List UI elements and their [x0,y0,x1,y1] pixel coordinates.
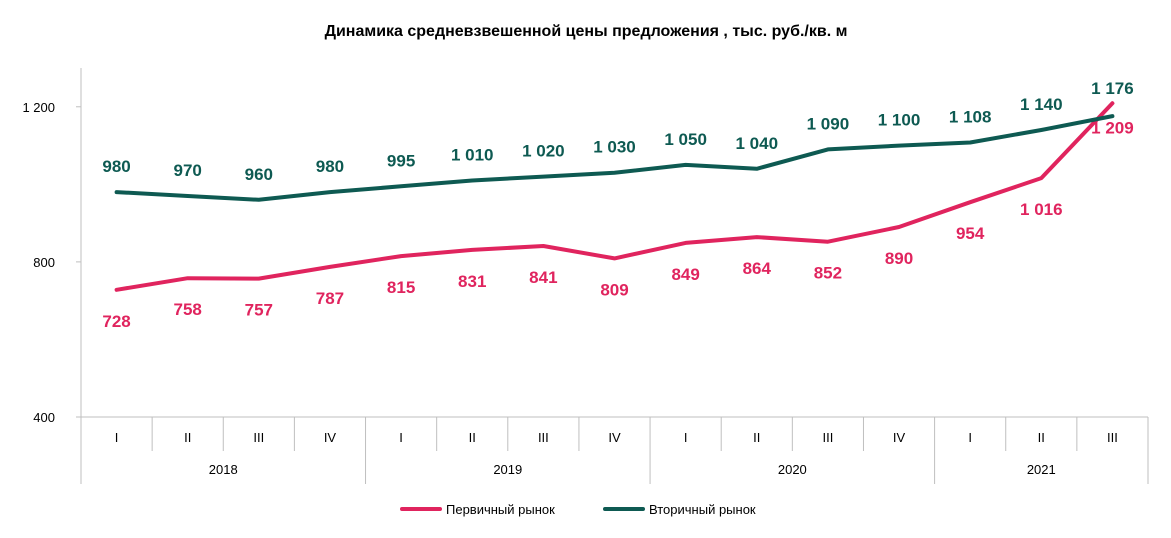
series-line-primary [114,101,1115,292]
data-point [755,235,759,239]
data-label: 1 040 [735,134,778,153]
x-tick-label-quarter: IV [608,430,621,445]
data-point [1110,101,1114,105]
data-label: 841 [529,268,557,287]
data-point [968,140,972,144]
x-tick-label-year: 2020 [778,462,807,477]
data-label: 728 [102,312,130,331]
data-point [541,244,545,248]
x-tick-label-quarter: I [968,430,972,445]
data-label: 980 [316,157,344,176]
data-label: 1 176 [1091,79,1134,98]
data-point [897,144,901,148]
x-tick-label-quarter: I [684,430,688,445]
data-point [186,276,190,280]
data-point [684,241,688,245]
data-label: 758 [174,300,202,319]
data-label: 1 140 [1020,95,1063,114]
data-label: 954 [956,224,985,243]
data-label: 831 [458,272,486,291]
data-point [328,265,332,269]
data-label: 1 108 [949,107,992,126]
data-point [826,147,830,151]
y-tick-label: 400 [33,410,55,425]
y-tick-label: 800 [33,255,55,270]
data-label: 980 [102,157,130,176]
data-label: 809 [600,280,628,299]
data-point [186,194,190,198]
x-tick-label-quarter: I [115,430,119,445]
data-label: 1 010 [451,145,494,164]
data-point [541,175,545,179]
data-point [613,256,617,260]
x-tick-label-quarter: I [399,430,403,445]
data-point [755,167,759,171]
x-tick-label-quarter: II [1038,430,1045,445]
legend: Первичный рынок Вторичный рынок [400,502,756,517]
data-point [399,254,403,258]
data-label: 1 209 [1091,118,1134,137]
x-tick-label-quarter: III [538,430,549,445]
data-point [968,200,972,204]
data-labels: 728 758 757 787 815 831 841 809 849 864 852 890 954 1… [102,79,1133,331]
data-label: 757 [245,301,273,320]
data-point [257,277,261,281]
x-tick-label-quarter: III [822,430,833,445]
data-point [399,184,403,188]
x-tick-label-year: 2019 [493,462,522,477]
x-tick-label-quarter: IV [893,430,906,445]
data-point [470,248,474,252]
data-point [1039,128,1043,132]
data-label: 1 020 [522,142,565,161]
data-label: 1 030 [593,138,636,157]
legend-label-primary: Первичный рынок [446,502,555,517]
x-tick-label-year: 2021 [1027,462,1056,477]
data-label: 970 [174,161,202,180]
y-tick-label: 1 200 [22,100,55,115]
data-label: 849 [671,265,699,284]
x-tick-label-quarter: IV [324,430,337,445]
data-label: 1 016 [1020,200,1063,219]
x-tick-label-quarter: II [184,430,191,445]
data-label: 960 [245,165,273,184]
chart-title: Динамика средневзвешенной цены предложен… [325,23,848,40]
data-point [826,240,830,244]
legend-label-secondary: Вторичный рынок [649,502,756,517]
data-point [470,178,474,182]
data-point [1039,176,1043,180]
series-line-secondary [114,114,1115,202]
x-tick-label-quarter: III [1107,430,1118,445]
data-label: 995 [387,151,415,170]
data-point [897,225,901,229]
data-point [115,288,119,292]
data-point [613,171,617,175]
x-tick-label-year: 2018 [209,462,238,477]
data-label: 1 100 [878,111,921,130]
data-point [684,163,688,167]
data-label: 1 090 [807,114,850,133]
series-lines [114,101,1115,292]
x-tick-label-quarter: II [753,430,760,445]
data-label: 787 [316,289,344,308]
data-point [328,190,332,194]
data-label: 815 [387,278,415,297]
data-point [115,190,119,194]
data-point [257,198,261,202]
data-label: 890 [885,249,913,268]
x-tick-label-quarter: II [469,430,476,445]
data-label: 852 [814,264,842,283]
x-tick-label-quarter: III [253,430,264,445]
data-label: 1 050 [664,130,707,149]
data-label: 864 [743,259,772,278]
